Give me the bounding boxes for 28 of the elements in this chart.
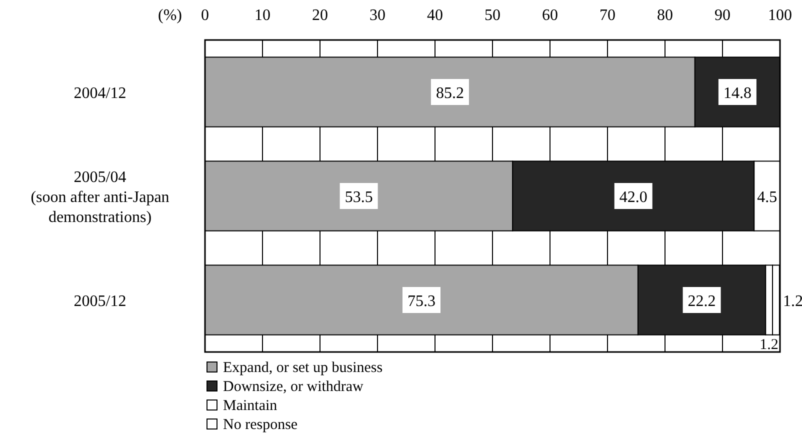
x-tick-label: 50 (484, 7, 500, 24)
x-tick-label: 10 (254, 7, 270, 24)
data-label: 85.2 (436, 85, 464, 102)
data-label: 1.2 (783, 293, 802, 310)
x-tick-label: 0 (201, 7, 209, 24)
x-tick-label: 70 (600, 7, 616, 24)
data-label: 42.0 (619, 189, 648, 206)
x-tick-label: 60 (542, 7, 558, 24)
x-tick-label: 100 (768, 7, 792, 24)
y-tick-label: 2004/12 (74, 85, 126, 102)
legend-label: Maintain (223, 398, 278, 414)
x-tick-label: 30 (370, 7, 386, 24)
x-tick-label: 90 (714, 7, 730, 24)
data-label: 53.5 (344, 189, 373, 206)
legend-label: No response (223, 417, 298, 433)
y-tick-label: 2005/04 (soon after anti-Japan demonstrations) (30, 169, 170, 226)
data-label: 75.3 (407, 293, 436, 310)
data-label: 1.2 (760, 336, 778, 353)
x-tick-label: 20 (312, 7, 328, 24)
x-tick-label: 80 (657, 7, 673, 24)
data-label: 14.8 (723, 85, 752, 102)
data-label: 4.5 (757, 189, 778, 206)
legend-label: Expand, or set up business (223, 360, 383, 376)
y-tick-label: 2005/12 (74, 293, 126, 310)
x-tick-label: 40 (427, 7, 443, 24)
legend-label: Downsize, or withdraw (223, 379, 364, 395)
data-label: 22.2 (688, 293, 716, 310)
x-axis-title: (%) (158, 7, 182, 24)
